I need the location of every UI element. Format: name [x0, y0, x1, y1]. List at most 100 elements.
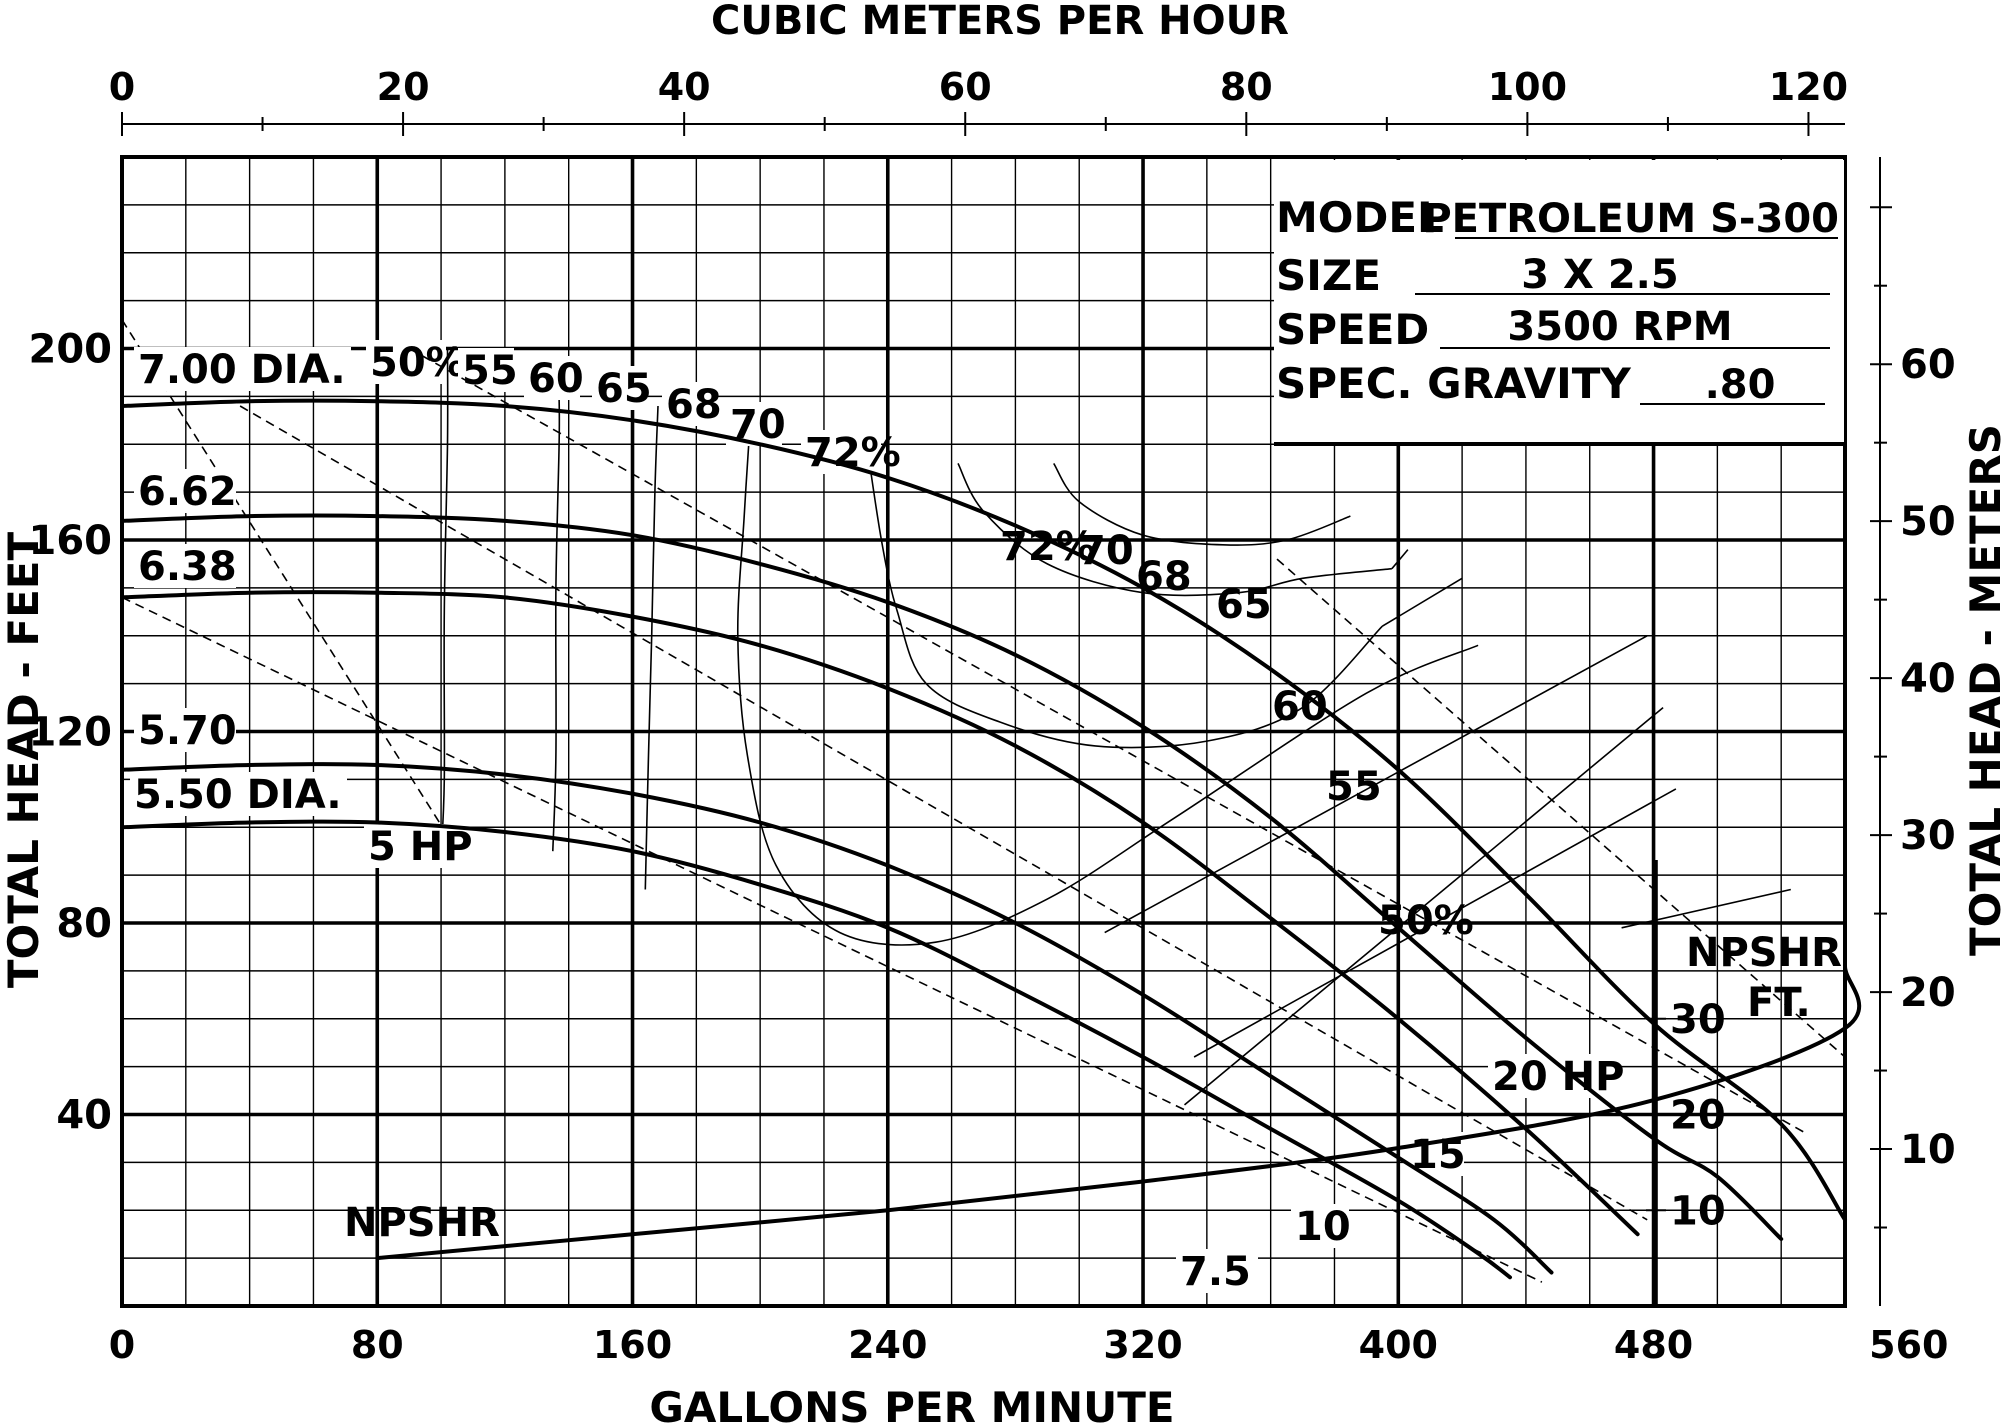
efficiency-right-label: 65 [1216, 582, 1272, 628]
info-model-key: MODEL [1276, 193, 1444, 242]
top-tick-label: 60 [939, 65, 992, 109]
horsepower-label: 5 HP [368, 824, 473, 870]
top-tick-label: 120 [1769, 65, 1848, 109]
top-axis-title: CUBIC METERS PER HOUR [711, 0, 1289, 44]
right-axis-title: TOTAL HEAD - METERS [1961, 424, 2002, 956]
npshr-curve-label: NPSHR [344, 1200, 500, 1246]
npshr-curve [375, 921, 1862, 1261]
npshr-scale-title: NPSHR [1686, 930, 1842, 976]
diameter-label: 7.00 DIA. [138, 347, 346, 393]
info-gravity-key: SPEC. GRAVITY [1276, 359, 1631, 408]
efficiency-top-label: 50% [370, 340, 466, 386]
x-tick-label: 400 [1359, 1323, 1438, 1367]
efficiency-contour [736, 415, 1479, 946]
head-curve [120, 398, 1847, 1222]
horsepower-line [239, 405, 1648, 1221]
right-tick-label: 10 [1900, 1127, 1956, 1173]
diameter-label: 5.70 [138, 708, 237, 754]
top-tick-label: 40 [658, 65, 711, 109]
right-tick-label: 30 [1900, 813, 1956, 859]
right-tick-label: 20 [1900, 970, 1956, 1016]
top-tick-label: 20 [377, 65, 430, 109]
plot-border [120, 155, 1847, 1308]
info-size-key: SIZE [1276, 251, 1381, 300]
head-capacity-curves: 7.00 DIA. 6.62 6.38 5.70 5.50 DIA. [120, 347, 1847, 1280]
horsepower-line [121, 596, 1543, 1283]
info-size-value: 3 X 2.5 [1521, 252, 1678, 298]
head-curve [120, 513, 1784, 1241]
info-box-background [1274, 160, 1844, 442]
label-background [364, 824, 470, 868]
npshr-scale-label: 10 [1670, 1188, 1726, 1234]
horsepower-line [1276, 558, 1846, 1058]
chart-grid [120, 155, 1847, 1308]
npshr-scale-unit: FT. [1747, 980, 1811, 1026]
label-background [1176, 1249, 1258, 1293]
label-background [134, 544, 236, 588]
horsepower-label: 20 HP [1492, 1054, 1624, 1100]
diameter-label: 6.38 [138, 544, 237, 590]
x-tick-label: 560 [1869, 1323, 1948, 1367]
npshr-scale-label: 20 [1670, 1093, 1726, 1139]
efficiency-contour [552, 396, 561, 852]
npshr-scale-label: 30 [1670, 997, 1726, 1043]
efficiency-leader [1621, 888, 1791, 929]
info-model-value: PETROLEUM S-300 [1422, 196, 1839, 242]
y-tick-label: 40 [56, 1093, 112, 1139]
info-gravity-value: .80 [1705, 362, 1776, 408]
info-speed-value: 3500 RPM [1507, 304, 1732, 350]
right-tick-label: 40 [1900, 656, 1956, 702]
efficiency-leader [1193, 788, 1677, 1058]
label-background [134, 469, 236, 513]
label-background [524, 356, 580, 400]
chart-axes: 0 80 160 240 320 400 480 560 40 80 120 160 200 0 20 40 6… [29, 65, 1956, 1367]
horsepower-label: 10 [1295, 1204, 1351, 1250]
left-axis-title: TOTAL HEAD - FEET [0, 532, 48, 989]
efficiency-right-label: 55 [1326, 764, 1382, 810]
head-curve [120, 590, 1640, 1237]
diameter-label: 6.62 [138, 469, 237, 515]
efficiency-leader [1104, 635, 1648, 934]
efficiency-top-label: 55 [462, 348, 518, 394]
top-tick-label: 0 [109, 65, 135, 109]
efficiency-leader [1381, 577, 1463, 627]
efficiency-top-label: 65 [596, 366, 652, 412]
x-tick-label: 320 [1103, 1323, 1182, 1367]
top-tick-label: 100 [1488, 65, 1567, 109]
efficiency-leader [1391, 549, 1409, 570]
right-tick-label: 50 [1900, 499, 1956, 545]
label-background [458, 348, 514, 392]
head-curve [120, 819, 1512, 1280]
efficiency-right-label: 72% [1000, 524, 1096, 570]
efficiency-right-label: 50% [1378, 898, 1474, 944]
efficiency-contour [644, 405, 659, 890]
label-background [134, 708, 236, 752]
y-tick-label: 120 [29, 710, 113, 756]
info-speed-key: SPEED [1276, 305, 1429, 354]
label-background [1291, 1204, 1349, 1248]
horsepower-line [408, 347, 1808, 1135]
efficiency-top-label: 60 [528, 356, 584, 402]
label-background [801, 430, 881, 474]
label-background [130, 772, 347, 816]
horsepower-label: 7.5 [1180, 1249, 1251, 1295]
x-tick-label: 80 [351, 1323, 404, 1367]
y-tick-label: 160 [29, 518, 113, 564]
bottom-axis-title: GALLONS PER MINUTE [649, 1383, 1174, 1424]
efficiency-right-label: 68 [1136, 554, 1192, 600]
diameter-label: 5.50 DIA. [134, 772, 342, 818]
top-tick-label: 80 [1220, 65, 1273, 109]
label-background [366, 340, 446, 384]
label-background [662, 382, 718, 426]
head-curve [120, 762, 1554, 1275]
y-tick-label: 200 [29, 327, 113, 373]
efficiency-contour [1053, 462, 1351, 546]
x-tick-label: 240 [848, 1323, 927, 1367]
x-tick-label: 480 [1614, 1323, 1693, 1367]
efficiency-leader [1183, 706, 1664, 1106]
efficiency-top-label: 68 [666, 382, 722, 428]
